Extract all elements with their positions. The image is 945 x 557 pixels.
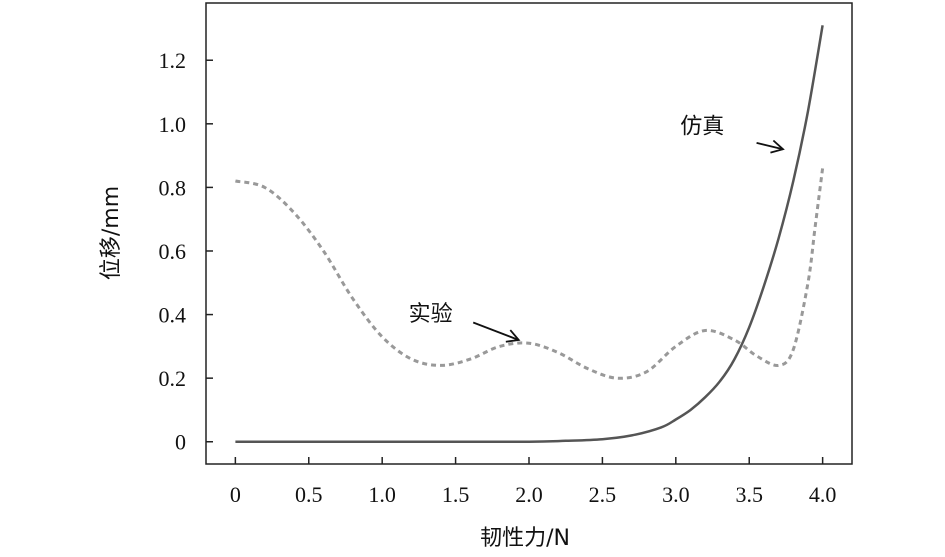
y-tick-label: 1.2	[159, 48, 187, 73]
x-tick-label: 4.0	[809, 482, 837, 507]
y-tick-label: 1.0	[159, 112, 187, 137]
x-ticks: 0 0.5 1.0 1.5 2.0 2.5 3.0 3.5 4.0	[230, 457, 837, 507]
arrowhead-icon	[505, 329, 521, 343]
x-tick-label: 1.0	[368, 482, 396, 507]
x-tick-label: 2.5	[589, 482, 617, 507]
y-ticks: 0 0.2 0.4 0.6 0.8 1.0 1.2	[159, 48, 213, 455]
series-line-experiment	[235, 168, 825, 380]
x-tick-label: 3.0	[662, 482, 690, 507]
series-layer	[235, 25, 825, 444]
y-tick-label: 0.8	[159, 175, 187, 200]
annotation-label: 仿真	[680, 114, 724, 139]
y-axis-title: 位移/mm	[99, 186, 124, 280]
series-line-simulation	[235, 25, 824, 444]
annotation-arrow	[472, 321, 520, 341]
y-tick-label: 0.4	[159, 303, 187, 328]
x-tick-label: 3.5	[735, 482, 763, 507]
arrowhead-icon	[770, 139, 785, 154]
y-tick-label: 0.2	[159, 366, 187, 391]
y-tick-label: 0	[175, 430, 186, 455]
annotation-arrow	[756, 142, 784, 151]
plot-frame	[205, 2, 853, 465]
y-tick-label: 0.6	[159, 239, 187, 264]
x-tick-label: 0.5	[295, 482, 323, 507]
annotation-label: 实验	[409, 302, 453, 327]
x-axis-title: 韧性力/N	[480, 526, 570, 551]
x-tick-label: 2.0	[515, 482, 543, 507]
x-tick-label: 1.5	[442, 482, 470, 507]
x-tick-label: 0	[230, 482, 241, 507]
